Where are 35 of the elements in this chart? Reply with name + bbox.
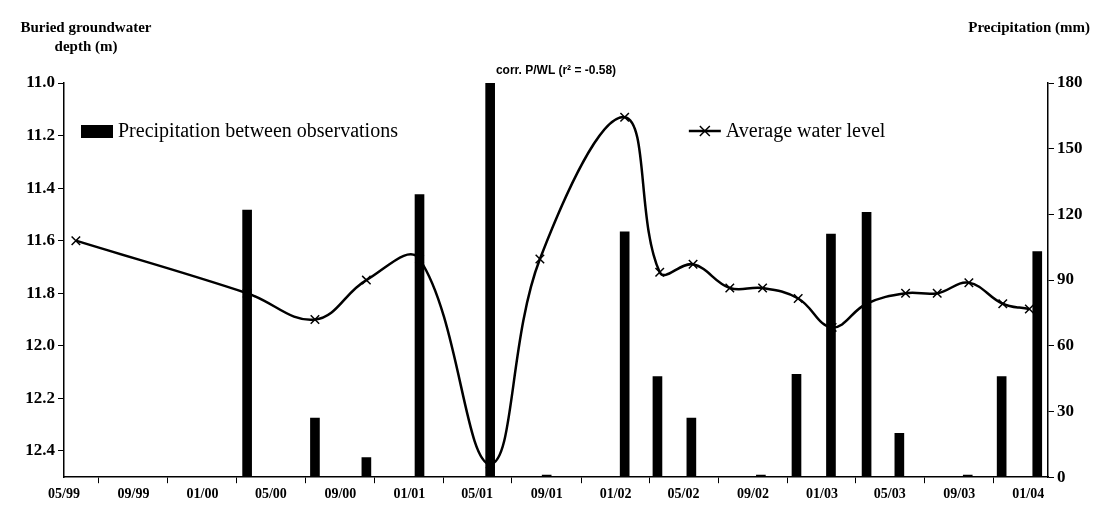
x-tick-label: 01/00 (186, 486, 219, 502)
y-tick-label: 11.0 (26, 72, 55, 92)
y-tick-label: 12.0 (25, 335, 55, 355)
y2-tick-label: 150 (1057, 138, 1083, 158)
y-tick-label: 12.4 (25, 440, 56, 460)
x-tick-label: 05/00 (254, 486, 287, 502)
y2-tick-label: 180 (1057, 72, 1083, 92)
y2-tick-label: 60 (1057, 335, 1074, 355)
y-tick-label: 11.4 (26, 177, 56, 197)
x-tick-label: 05/99 (48, 486, 80, 502)
x-tick-label: 01/03 (805, 486, 838, 502)
x-tick-label: 09/02 (737, 486, 769, 502)
y-axis-title: Buried groundwater depth (m) (20, 18, 152, 55)
x-tick-label: 09/03 (943, 486, 976, 502)
x-tick-label: 09/01 (530, 486, 563, 502)
y2-tick-label: 120 (1057, 203, 1083, 223)
y-tick-label: 11.8 (26, 282, 55, 302)
x-tick-label: 01/01 (393, 486, 426, 502)
legend-label: Average water level (725, 119, 886, 143)
legend-label: Precipitation between observations (118, 119, 399, 143)
y-tick-label: 11.6 (26, 230, 55, 250)
y2-tick-label: 90 (1057, 269, 1074, 289)
x-tick-label: 01/04 (1012, 486, 1045, 502)
y2-tick-label: 30 (1057, 400, 1074, 420)
y-tick-label: 12.2 (25, 387, 55, 407)
y2-tick-label: 0 (1057, 466, 1066, 486)
y-tick-label: 11.2 (26, 124, 55, 144)
x-tick-label: 05/02 (667, 486, 700, 502)
x-tick-label: 05/03 (873, 486, 906, 502)
y2-axis-title: Precipitation (mm) (968, 18, 1090, 36)
x-tick-label: 01/02 (599, 486, 632, 502)
x-tick-label: 09/00 (324, 486, 357, 502)
x-tick-label: 09/99 (117, 486, 150, 502)
text: corr. P/WL (r² = -0.58) (495, 63, 617, 78)
x-tick-label: 05/01 (461, 486, 494, 502)
